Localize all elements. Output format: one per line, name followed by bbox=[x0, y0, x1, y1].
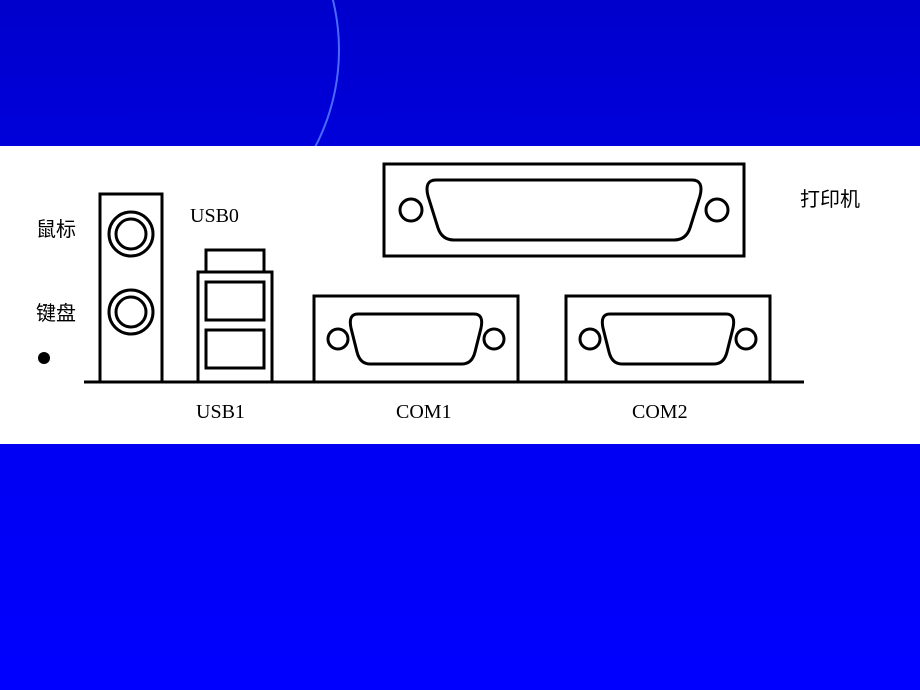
port-diagram-svg: 鼠标 键盘 USB0 USB1 COM1 COM2 打印机 bbox=[0, 146, 920, 444]
com1-label: COM1 bbox=[396, 401, 452, 423]
usb-slot-1 bbox=[206, 330, 264, 368]
slide-bullet-icon bbox=[38, 352, 50, 364]
usb0-label: USB0 bbox=[190, 205, 239, 227]
com2-screw-left bbox=[580, 329, 600, 349]
printer-screw-right bbox=[706, 199, 728, 221]
usb-slot-0 bbox=[206, 282, 264, 320]
com1-d-sub bbox=[350, 314, 481, 364]
com1-screw-right bbox=[484, 329, 504, 349]
port-diagram-panel: 鼠标 键盘 USB0 USB1 COM1 COM2 打印机 bbox=[0, 146, 920, 444]
printer-screw-left bbox=[400, 199, 422, 221]
com2-d-sub bbox=[602, 314, 733, 364]
printer-d-sub bbox=[427, 180, 701, 240]
usb-cap bbox=[206, 250, 264, 272]
mouse-port-inner bbox=[116, 219, 146, 249]
mouse-label: 鼠标 bbox=[36, 218, 76, 241]
com2-label: COM2 bbox=[632, 401, 688, 423]
com1-screw-left bbox=[328, 329, 348, 349]
keyboard-label: 键盘 bbox=[36, 302, 76, 325]
printer-label: 打印机 bbox=[800, 188, 860, 211]
com2-screw-right bbox=[736, 329, 756, 349]
keyboard-port-inner bbox=[116, 297, 146, 327]
usb1-label: USB1 bbox=[196, 401, 245, 423]
